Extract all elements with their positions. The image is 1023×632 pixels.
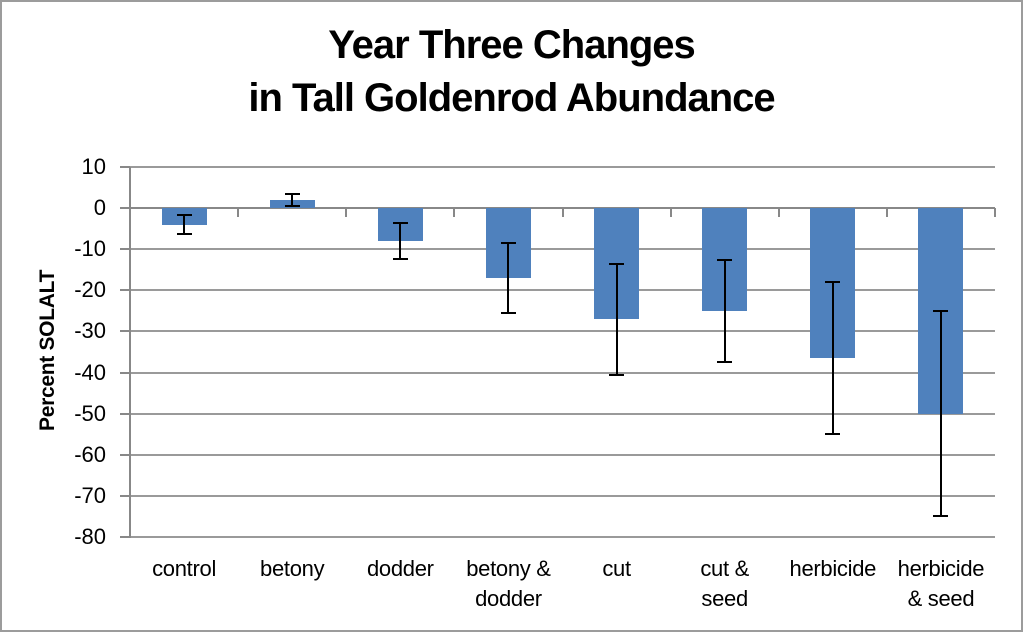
- error-bar-cap-top-herbicide: [825, 281, 841, 284]
- error-bar-cap-top-herbicide-seed: [933, 309, 949, 312]
- error-bar-cap-bottom-control: [176, 233, 192, 235]
- y-tick-label: -20: [74, 277, 106, 303]
- category-label-betony-dodder: betony & dodder: [454, 554, 562, 614]
- gridline: [130, 453, 995, 456]
- x-axis-tick: [994, 208, 996, 218]
- error-bar-cut-seed: [723, 259, 726, 363]
- x-axis-tick: [885, 208, 888, 218]
- gridline: [130, 536, 995, 538]
- x-axis-tick: [669, 208, 672, 218]
- error-bar-control: [183, 215, 186, 234]
- error-bar-herbicide: [831, 282, 834, 435]
- x-axis-tick: [777, 208, 780, 218]
- error-bar-cap-top-betony-dodder: [500, 241, 516, 244]
- y-tick-label: -30: [74, 318, 106, 344]
- category-label-line: cut: [602, 556, 631, 581]
- category-label-line: seed: [701, 586, 748, 611]
- x-axis-tick: [345, 208, 348, 218]
- chart-title-line-1: Year Three Changes: [328, 23, 696, 67]
- y-axis-tick: [120, 330, 130, 333]
- category-label-control: control: [130, 554, 238, 584]
- error-bar-cap-bottom-cut-seed: [717, 361, 733, 364]
- category-label-herbicide: herbicide: [779, 554, 887, 584]
- category-label-line: dodder: [475, 586, 542, 611]
- y-axis-tick: [120, 453, 130, 456]
- gridline: [130, 166, 995, 168]
- category-label-herbicide-seed: herbicide & seed: [887, 554, 995, 614]
- y-axis-tick: [120, 494, 130, 497]
- category-label-line: cut &: [700, 556, 749, 581]
- y-tick-label: -50: [74, 400, 106, 426]
- category-label-line: dodder: [366, 556, 434, 581]
- category-label-dodder: dodder: [346, 554, 454, 584]
- y-tick-label: -60: [74, 441, 106, 467]
- y-tick-label: -10: [74, 236, 106, 262]
- y-tick-label: -70: [74, 482, 106, 508]
- error-bar-cap-bottom-herbicide: [825, 433, 841, 436]
- gridline: [130, 412, 995, 415]
- gridline: [130, 330, 995, 333]
- y-axis-tick: [120, 536, 130, 538]
- error-bar-cap-bottom-dodder: [392, 257, 408, 260]
- y-tick-label: 10: [81, 154, 106, 179]
- error-bar-cap-top-cut-seed: [717, 258, 733, 261]
- y-tick-label: -80: [74, 524, 106, 549]
- category-label-cut: cut: [563, 554, 671, 584]
- y-axis-tick: [120, 289, 130, 292]
- x-axis-tick: [237, 208, 240, 218]
- y-axis-tick: [120, 248, 130, 251]
- x-axis-tick: [561, 208, 564, 218]
- error-bar-betony: [291, 194, 294, 206]
- y-axis-tick: [120, 166, 130, 168]
- chart-title-line-2: in Tall Goldenrod Abundance: [248, 76, 775, 120]
- y-tick-label: 0: [93, 195, 106, 221]
- category-label-line: control: [152, 556, 217, 581]
- y-axis-tick: [120, 207, 130, 210]
- y-tick-label: -40: [74, 359, 106, 385]
- gridline: [130, 289, 995, 292]
- chart-title: Year Three Changes in Tall Goldenrod Abu…: [2, 19, 1021, 125]
- category-label-line: & seed: [907, 586, 975, 611]
- error-bar-cap-bottom-betony-dodder: [500, 312, 516, 315]
- category-label-line: betony &: [466, 556, 551, 581]
- x-axis-tick: [453, 208, 456, 218]
- error-bar-cap-top-dodder: [392, 222, 408, 225]
- error-bar-cut: [615, 263, 618, 375]
- category-label-betony: betony: [238, 554, 346, 584]
- error-bar-cap-bottom-betony: [284, 204, 300, 207]
- gridline: [130, 248, 995, 251]
- error-bar-cap-top-betony: [284, 193, 300, 196]
- x-axis-tick: [129, 208, 131, 218]
- y-axis-tick: [120, 371, 130, 374]
- gridline: [130, 371, 995, 374]
- y-axis-line: [129, 167, 131, 538]
- error-bar-cap-top-cut: [609, 262, 625, 265]
- error-bar-cap-bottom-herbicide-seed: [933, 515, 949, 518]
- error-bar-betony-dodder: [507, 242, 510, 314]
- category-label-line: herbicide: [789, 556, 877, 581]
- error-bar-cap-top-control: [176, 214, 192, 217]
- category-label-line: herbicide: [897, 556, 985, 581]
- category-label-cut-seed: cut & seed: [671, 554, 779, 614]
- error-bar-cap-bottom-cut: [609, 373, 625, 376]
- category-label-line: betony: [260, 556, 325, 581]
- error-bar-dodder: [399, 223, 402, 259]
- y-axis-tick: [120, 412, 130, 415]
- error-bar-herbicide-seed: [939, 310, 942, 517]
- gridline: [130, 494, 995, 497]
